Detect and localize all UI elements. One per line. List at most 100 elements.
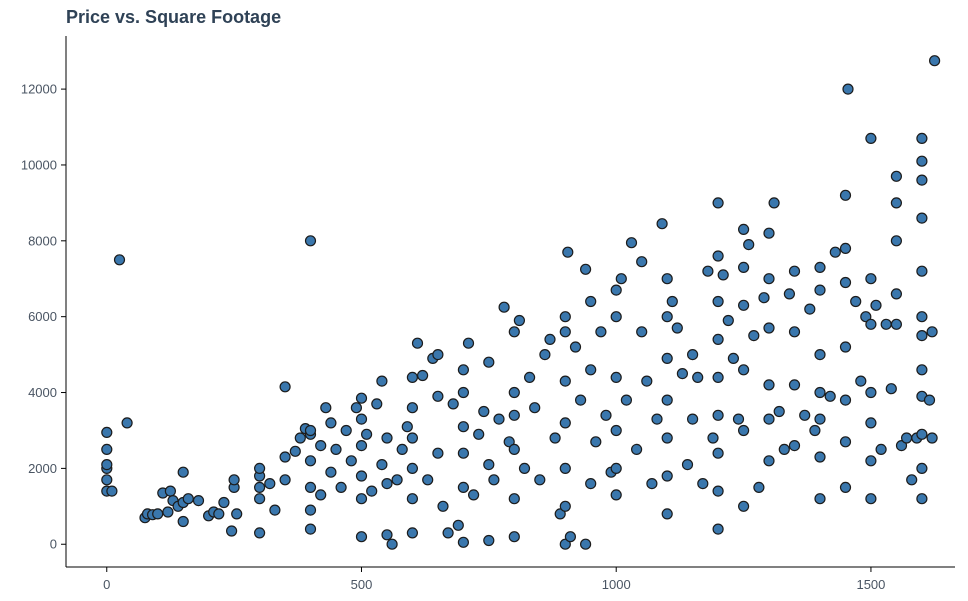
data-point (355, 392, 368, 404)
data-point (101, 426, 113, 438)
data-point (666, 295, 678, 308)
data-point (483, 356, 495, 368)
data-point (315, 440, 327, 452)
data-point (177, 466, 189, 478)
data-point (498, 301, 510, 313)
data-point (213, 508, 225, 520)
data-point (304, 481, 317, 493)
data-point (457, 481, 469, 493)
data-point (788, 440, 801, 452)
data-point (468, 489, 480, 501)
data-point (890, 235, 903, 247)
data-point (294, 432, 306, 444)
data-point (712, 523, 724, 535)
data-point (712, 371, 724, 383)
data-point (376, 459, 388, 471)
data-point (447, 398, 459, 410)
data-point (890, 288, 903, 300)
data-point (916, 364, 928, 376)
data-point (483, 534, 495, 547)
data-point (340, 424, 352, 437)
data-point (218, 496, 230, 509)
data-point (366, 485, 378, 497)
data-point (101, 459, 113, 471)
data-point (814, 386, 826, 399)
data-point (595, 326, 607, 338)
data-point (923, 394, 936, 406)
data-point (916, 330, 928, 342)
data-point (559, 311, 571, 323)
data-point (192, 495, 205, 507)
data-point (656, 218, 668, 230)
data-point (422, 474, 434, 486)
data-point (574, 394, 587, 406)
data-point (651, 413, 663, 425)
data-point (885, 383, 897, 395)
data-point (610, 284, 622, 296)
x-tick-label: 1500 (856, 577, 885, 592)
data-point (860, 311, 872, 323)
data-point (508, 493, 520, 505)
data-point (164, 485, 176, 497)
data-point (865, 493, 877, 505)
data-point (503, 436, 515, 448)
data-point (900, 432, 913, 444)
data-point (763, 322, 775, 334)
data-point (569, 341, 582, 353)
data-point (590, 436, 602, 448)
data-point (712, 447, 724, 459)
y-tick-label: 10000 (21, 157, 57, 172)
data-point (508, 326, 520, 338)
data-point (778, 443, 790, 455)
data-point (707, 432, 719, 444)
data-point (493, 413, 505, 425)
data-point (916, 155, 928, 167)
data-point (457, 536, 469, 548)
data-point (890, 197, 903, 209)
data-point (304, 235, 317, 247)
data-point (712, 409, 724, 421)
data-point (712, 485, 724, 497)
data-point (457, 447, 469, 459)
data-point (508, 531, 520, 543)
data-point (737, 261, 750, 273)
data-point (396, 443, 408, 455)
data-point (737, 223, 750, 235)
data-point (610, 311, 622, 323)
data-point (231, 508, 243, 520)
data-point (636, 256, 648, 268)
data-point (406, 527, 418, 539)
y-tick-label: 2000 (28, 461, 57, 476)
data-point (162, 506, 174, 518)
data-point (686, 349, 699, 361)
data-point (355, 413, 368, 425)
data-point (610, 489, 622, 501)
data-point (452, 519, 464, 531)
data-point (381, 432, 393, 444)
data-point (850, 295, 862, 308)
data-point (437, 500, 449, 512)
data-point (539, 349, 551, 361)
data-point (661, 508, 673, 520)
data-point (350, 402, 362, 414)
data-point (870, 299, 882, 311)
y-tick-label: 4000 (28, 385, 57, 400)
data-point (101, 443, 113, 455)
y-tick-label: 12000 (21, 82, 57, 97)
data-point (320, 402, 332, 414)
data-point (457, 364, 469, 376)
data-point (457, 421, 469, 433)
data-point (121, 417, 133, 429)
data-point (717, 269, 729, 281)
data-point (763, 379, 775, 391)
data-point (579, 538, 592, 550)
data-point (890, 170, 903, 182)
data-point (406, 432, 418, 444)
data-point (895, 440, 908, 452)
data-point (681, 459, 694, 471)
data-point (839, 276, 852, 289)
data-point (585, 364, 597, 376)
tick-labels: 0 500 1000 1500 0 2000 4000 6000 8000 10000 12000 (21, 82, 886, 592)
data-point (585, 295, 597, 308)
